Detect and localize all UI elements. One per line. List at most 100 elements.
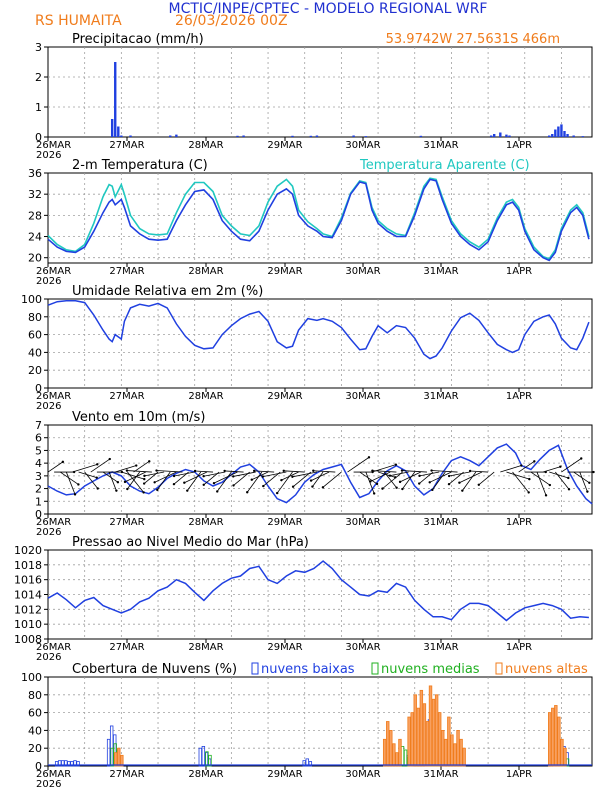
high-cloud-bar bbox=[563, 747, 567, 767]
x-tick-label: 29MAR bbox=[267, 266, 302, 277]
wind-arrow bbox=[322, 471, 342, 488]
wind-arrow bbox=[203, 471, 220, 486]
wind-arrow bbox=[195, 470, 214, 473]
x-tick-label: 1APR bbox=[506, 517, 532, 528]
x-tick-label: 29MAR bbox=[267, 769, 302, 780]
y-tick-label: 24 bbox=[28, 231, 42, 244]
wind-arrow bbox=[59, 471, 79, 485]
low-cloud-bar bbox=[302, 760, 306, 767]
wind-arrow bbox=[389, 471, 409, 477]
wind-arrow bbox=[276, 471, 293, 494]
precip-bar bbox=[291, 135, 294, 137]
wind-arrow-head bbox=[96, 463, 99, 466]
wind-arrow bbox=[462, 471, 477, 491]
high-cloud-bar bbox=[410, 712, 414, 767]
y-tick-label: 36 bbox=[28, 167, 42, 180]
wind-arrow-head bbox=[418, 474, 421, 478]
wind-arrow bbox=[90, 458, 110, 473]
y-tick-label: 20 bbox=[28, 252, 42, 265]
x-tick-label: 1APR bbox=[506, 769, 532, 780]
wind-arrow bbox=[292, 471, 318, 478]
y-tick-label: 40 bbox=[28, 724, 42, 737]
wind-arrow bbox=[372, 470, 397, 473]
x-tick-label: 28MAR bbox=[188, 391, 223, 402]
legend-swatch bbox=[251, 662, 259, 675]
precip-bar bbox=[309, 135, 313, 137]
wind-arrow-head bbox=[461, 489, 464, 492]
wind-arrow-head bbox=[95, 476, 98, 479]
wind-arrow bbox=[126, 470, 152, 473]
y-tick-label: 4 bbox=[35, 457, 42, 470]
wind-arrow-head bbox=[250, 478, 253, 481]
wind-arrow bbox=[108, 471, 117, 491]
high-cloud-bar bbox=[447, 716, 451, 767]
x-tick-label: 1APR bbox=[506, 266, 532, 277]
high-cloud-bar bbox=[456, 730, 460, 767]
wind-arrow bbox=[312, 471, 324, 487]
low-cloud-bar bbox=[54, 761, 59, 767]
wind-arrow-head bbox=[400, 469, 404, 472]
wind-arrow-head bbox=[193, 469, 197, 473]
low-cloud-bar bbox=[201, 746, 206, 767]
x-tick-label: 29MAR bbox=[267, 391, 302, 402]
y-tick-label: 2 bbox=[35, 71, 42, 84]
wind-arrow bbox=[536, 471, 547, 496]
mid-cloud-bar bbox=[208, 754, 212, 767]
wind-arrow bbox=[402, 471, 416, 490]
wind-arrow bbox=[203, 471, 226, 477]
wind-arrow-head bbox=[580, 457, 583, 460]
wind-arrow-head bbox=[135, 464, 138, 467]
x-tick-label: 27MAR bbox=[109, 140, 144, 151]
panel-frame bbox=[47, 172, 593, 264]
y-tick-label: 1018 bbox=[14, 559, 42, 572]
wind-arrow bbox=[216, 471, 232, 492]
x-tick-label: 26MAR bbox=[36, 642, 71, 653]
high-cloud-bar bbox=[386, 721, 390, 767]
precip-bar bbox=[548, 135, 551, 137]
high-cloud-bar bbox=[407, 716, 411, 767]
high-cloud-bar bbox=[428, 685, 433, 767]
wind-arrow bbox=[555, 471, 570, 490]
wind-arrow-head bbox=[312, 469, 315, 472]
panel-6: 0 20 40 60 80 100 26MAR 27MAR 28MAR 29MAR 30MAR 31M… bbox=[21, 662, 593, 790]
panel-frame bbox=[47, 676, 593, 767]
x-tick-label: 26MAR bbox=[36, 140, 71, 151]
wind-arrow bbox=[432, 471, 446, 491]
x-tick-label: 31MAR bbox=[423, 769, 458, 780]
wind-arrow bbox=[561, 458, 582, 473]
precip-bar bbox=[242, 135, 245, 137]
precip-bar bbox=[352, 135, 355, 137]
wind-arrow-head bbox=[520, 464, 523, 467]
x-tick-label: 26MAR bbox=[36, 391, 71, 402]
high-cloud-bar bbox=[548, 712, 552, 767]
wind-arrow-head bbox=[388, 474, 392, 477]
y-tick-label: 6 bbox=[35, 432, 42, 445]
precip-bar bbox=[551, 134, 554, 137]
wind-arrow-head bbox=[252, 469, 256, 473]
wind-arrow-head bbox=[172, 482, 176, 486]
wind-arrow-head bbox=[126, 487, 129, 491]
chart-title: MCTIC/INPE/CPTEC - MODELO REGIONAL WRF bbox=[169, 1, 488, 17]
wind-arrow bbox=[127, 471, 144, 493]
wind-arrow bbox=[127, 471, 141, 490]
x-tick-label: 29MAR bbox=[267, 140, 302, 151]
x-year-label: 2026 bbox=[36, 527, 61, 538]
precip-bar bbox=[581, 136, 585, 137]
wind-arrow-head bbox=[142, 482, 146, 485]
wind-arrow bbox=[251, 471, 269, 481]
wind-arrow-head bbox=[430, 469, 433, 472]
x-tick-label: 1APR bbox=[506, 642, 532, 653]
wind-arrow bbox=[347, 457, 370, 473]
wind-line bbox=[47, 443, 593, 505]
panel-title: Pressao ao Nivel Medio do Mar (hPa) bbox=[72, 535, 309, 550]
panel-2: 20 24 28 32 36 26MAR 27MAR 28MAR 29MAR 30MAR 31MAR… bbox=[28, 158, 593, 287]
wind-arrow bbox=[65, 471, 76, 495]
precip-bar bbox=[572, 135, 575, 137]
x-tick-label: 27MAR bbox=[109, 517, 144, 528]
wind-arrow bbox=[156, 471, 171, 491]
precip-bar bbox=[489, 135, 493, 137]
high-cloud-bar bbox=[413, 694, 417, 767]
wind-arrow bbox=[579, 471, 588, 492]
